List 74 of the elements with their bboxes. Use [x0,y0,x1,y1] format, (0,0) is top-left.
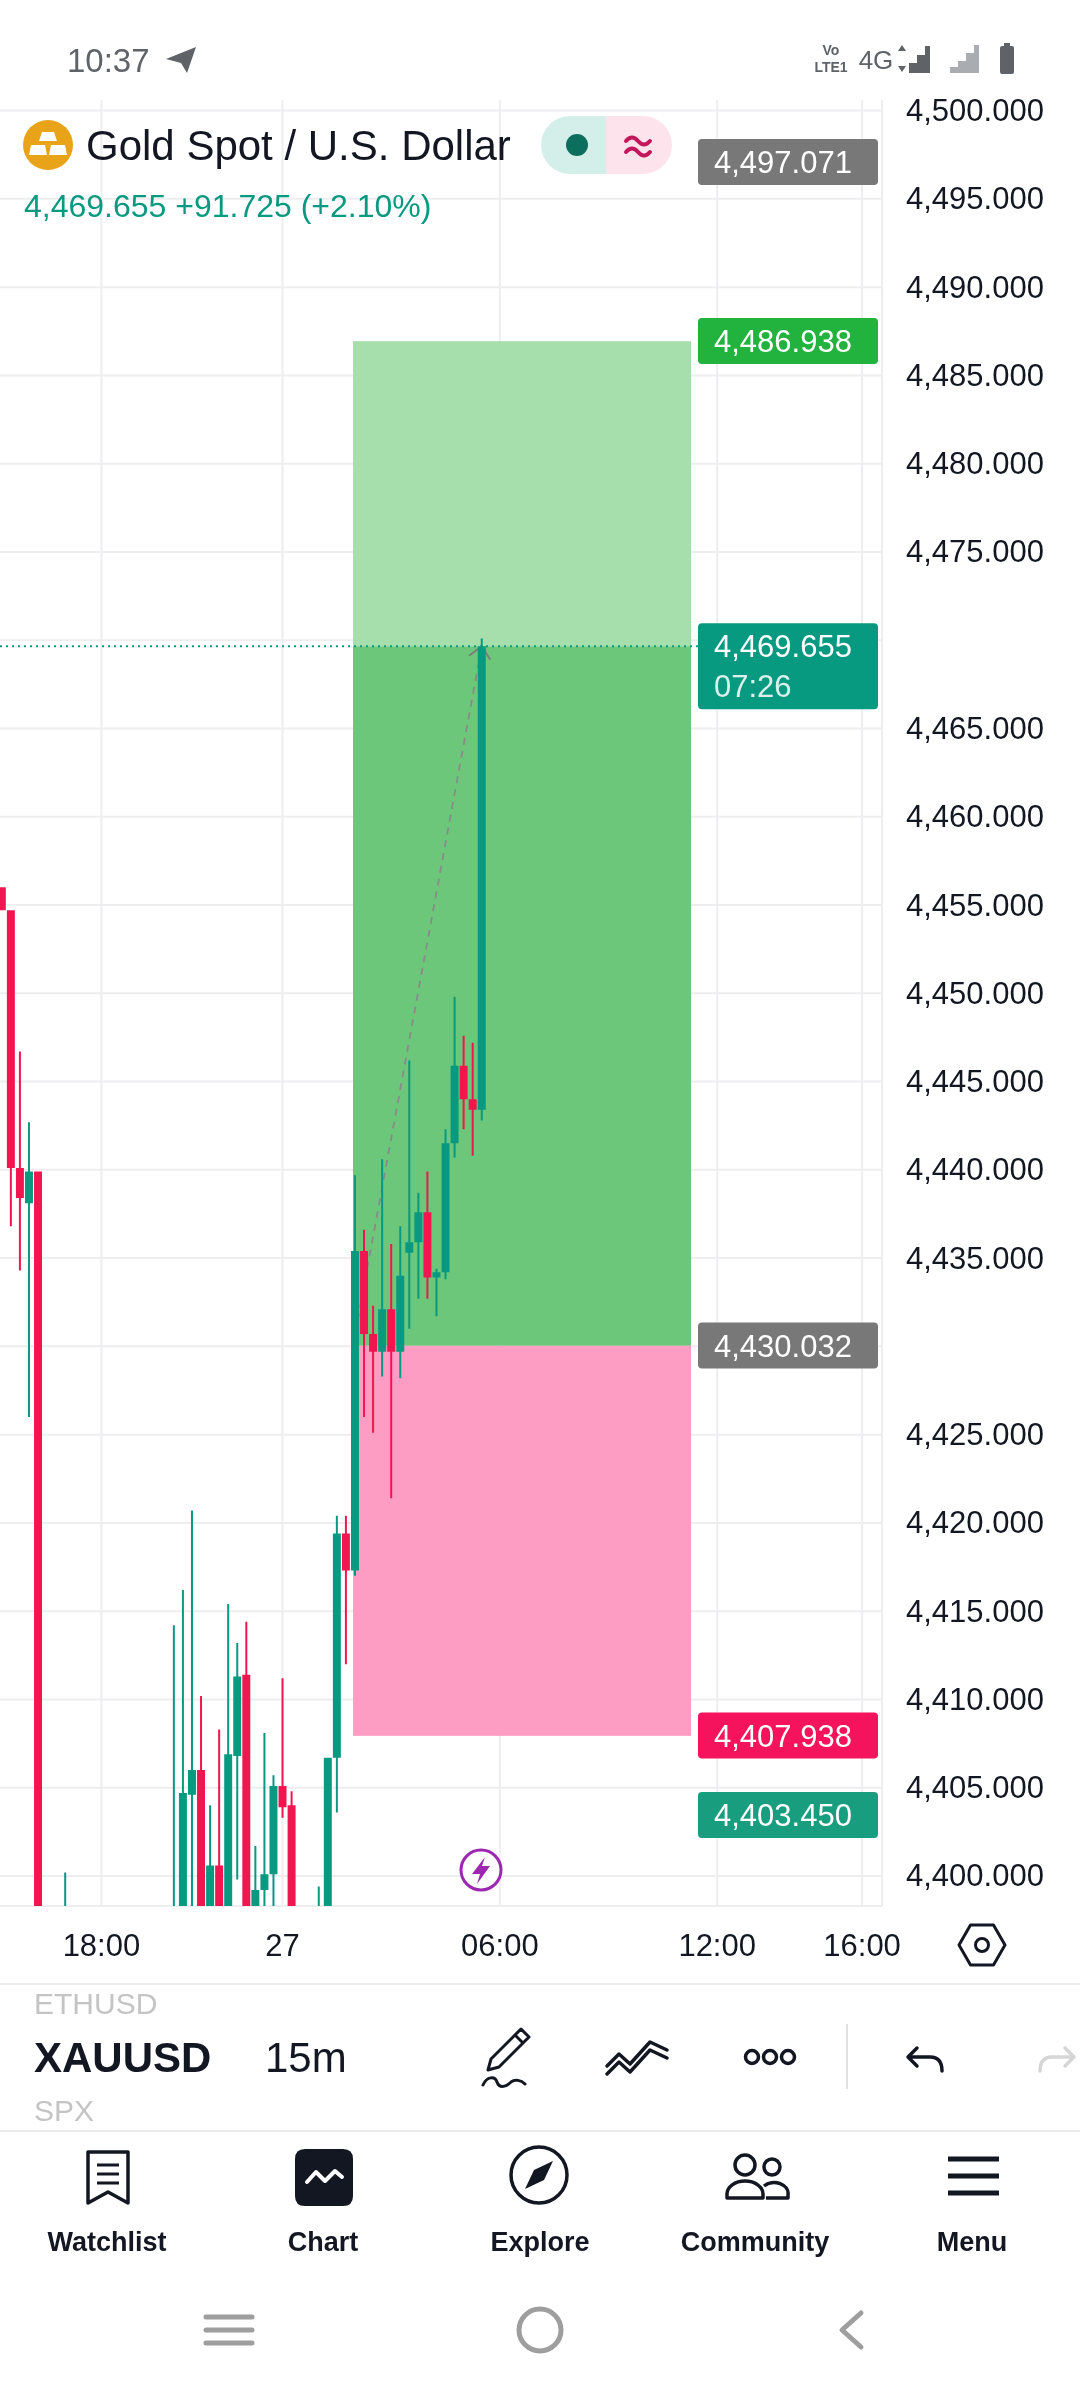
candlestick [414,1192,423,1299]
x-tick-label: 27 [265,1927,300,1963]
text: 4,469.655 +91.725 (+2.10%) [24,188,432,224]
candlestick [369,1305,378,1433]
candlestick [405,1060,414,1329]
y-tick-label: 4,400.000 [906,1858,1044,1894]
candlestick [215,1729,224,1906]
candlestick [197,1695,206,1906]
candlestick [323,1757,332,1906]
candlestick [341,1515,350,1665]
x-tick-label: 18:00 [62,1927,141,1963]
y-tick-label: 4,410.000 [906,1681,1044,1717]
candlestick [24,1122,33,1417]
candlestick [432,1268,441,1317]
annotation: 4,486.938 [714,323,852,359]
text: Explore [490,2227,590,2257]
text: ETHUSD [34,1986,158,2020]
text: Vo [822,42,840,58]
candlestick [423,1171,432,1299]
candlestick [360,1229,369,1417]
candlestick [350,1175,359,1576]
y-tick-label: 4,500.000 [906,93,1044,129]
y-tick-label: 4,455.000 [906,887,1044,923]
candlestick [378,1159,387,1377]
candlestick [242,1621,251,1906]
x-tick-label: 16:00 [823,1927,901,1963]
annotation: 4,430.032 [714,1328,852,1363]
text: Menu [936,2227,1008,2257]
y-tick-label: 4,460.000 [906,799,1044,835]
text: Gold Spot / U.S. Dollar [86,121,511,169]
y-tick-label: 4,415.000 [906,1593,1044,1629]
text: Chart [287,2227,359,2257]
candlestick [15,1051,24,1271]
candlestick [251,1845,260,1906]
y-tick-label: 4,420.000 [906,1505,1044,1541]
candlestick [468,1042,477,1156]
y-tick-label: 4,485.000 [906,357,1044,393]
annotation: 4,497.071 [714,144,852,180]
y-tick-label: 4,445.000 [906,1064,1044,1100]
candlestick [332,1515,341,1813]
text: LTE1 [814,59,848,75]
y-tick-label: 4,480.000 [906,446,1044,482]
y-tick-label: 4,440.000 [906,1152,1044,1188]
candlestick [206,1805,215,1906]
text: 15m [265,2033,347,2081]
annotation: 07:26 [714,668,792,704]
annotation: 4,407.938 [714,1718,852,1753]
candlestick [6,910,15,1227]
y-tick-label: 4,475.000 [906,534,1044,570]
candlestick [387,1243,396,1499]
candlestick [34,1171,43,1906]
candlestick [396,1226,405,1379]
text: Watchlist [47,2227,167,2257]
x-tick-label: 06:00 [461,1927,539,1963]
candlestick [260,1732,269,1906]
text: SPX [34,2093,95,2127]
y-tick-label: 4,405.000 [906,1770,1044,1806]
text: 10:37 [67,41,150,79]
candlestick [459,1035,468,1130]
text: 4G [858,45,894,75]
y-tick-label: 4,495.000 [906,181,1044,217]
x-tick-label: 12:00 [678,1927,756,1963]
y-tick-label: 4,435.000 [906,1240,1044,1276]
candlestick [450,996,459,1158]
y-tick-label: 4,465.000 [906,710,1044,746]
y-tick-label: 4,490.000 [906,269,1044,305]
text: XAUUSD [34,2033,212,2081]
candlestick [441,1129,450,1280]
y-tick-label: 4,450.000 [906,975,1044,1011]
y-tick-label: 4,425.000 [906,1417,1044,1453]
annotation: 4,403.450 [714,1797,852,1833]
candlestick [269,1775,278,1906]
text: Community [680,2227,830,2257]
ref-line-label: 4,469.655 [714,628,852,664]
